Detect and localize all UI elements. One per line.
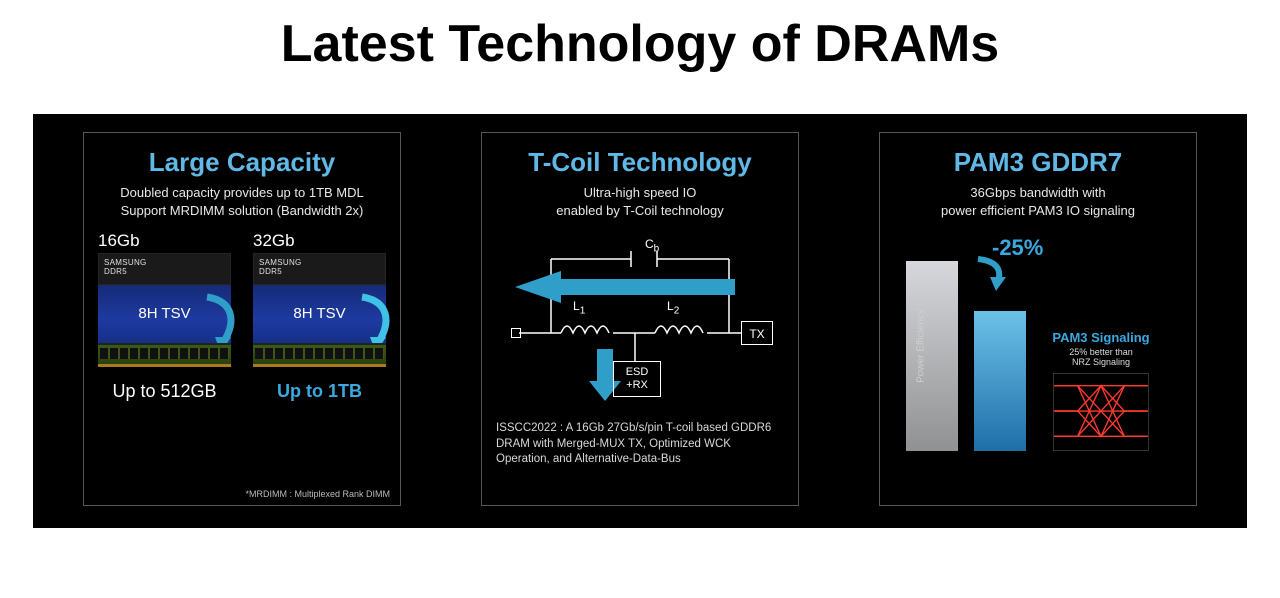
cb-sub: b — [654, 243, 660, 254]
port-square-icon — [511, 328, 521, 338]
panel2-sub: Ultra-high speed IO enabled by T-Coil te… — [482, 184, 798, 219]
panel1-sub-line1: Doubled capacity provides up to 1TB MDL — [120, 185, 364, 200]
panel3-sub-line1: 36Gbps bandwidth with — [970, 185, 1105, 200]
bar-pam3 — [974, 311, 1026, 451]
chip-type: DDR5 — [104, 267, 127, 276]
chip-brand: SAMSUNG — [104, 258, 147, 267]
eye-diagram — [1053, 373, 1149, 451]
dimm-16gb — [98, 343, 231, 367]
panel-large-capacity: Large Capacity Doubled capacity provides… — [83, 132, 401, 506]
panel1-sub: Doubled capacity provides up to 1TB MDL … — [84, 184, 400, 219]
cb-letter: C — [645, 237, 654, 251]
pam3-sub-line1: 25% better than — [1069, 347, 1133, 357]
tcoil-circuit-diagram: TX ESD +RX Cb L1 L2 — [505, 237, 775, 405]
panel1-columns: 16Gb SAMSUNG DDR5 8H TSV Up to 512GB 32G… — [84, 231, 400, 402]
panel2-sub-line1: Ultra-high speed IO — [584, 185, 697, 200]
pam3-sub-line2: NRZ Signaling — [1072, 357, 1130, 367]
panel3-title: PAM3 GDDR7 — [880, 147, 1196, 178]
slide-container: Large Capacity Doubled capacity provides… — [33, 114, 1247, 528]
panel-tcoil: T-Coil Technology Ultra-high speed IO en… — [481, 132, 799, 506]
panel3-sub: 36Gbps bandwidth with power efficient PA… — [880, 184, 1196, 219]
pam3-label: PAM3 Signaling — [1046, 330, 1156, 345]
l2-sub: 2 — [674, 305, 680, 316]
bottom-1tb: Up to 1TB — [253, 381, 386, 402]
pam3-sub: 25% better than NRZ Signaling — [1046, 347, 1156, 367]
panel1-footnote: *MRDIMM : Multiplexed Rank DIMM — [245, 489, 390, 499]
y-axis-label: Power Efficiency — [915, 309, 926, 383]
panel2-sub-line2: enabled by T-Coil technology — [556, 203, 723, 218]
l2-letter: L — [667, 299, 674, 313]
chip-16gb: SAMSUNG DDR5 — [98, 253, 231, 285]
panel1-col-32gb: 32Gb SAMSUNG DDR5 8H TSV Up to 1TB — [253, 231, 386, 402]
panel2-title: T-Coil Technology — [482, 147, 798, 178]
chip-brand: SAMSUNG — [259, 258, 302, 267]
l2-label: L2 — [667, 299, 679, 316]
esd-line1: ESD — [626, 366, 649, 378]
chip-32gb: SAMSUNG DDR5 — [253, 253, 386, 285]
panel1-col-16gb: 16Gb SAMSUNG DDR5 8H TSV Up to 512GB — [98, 231, 231, 402]
esd-rx-box: ESD +RX — [613, 361, 661, 397]
panel-pam3: PAM3 GDDR7 36Gbps bandwidth with power e… — [879, 132, 1197, 506]
cap-label-16gb: 16Gb — [98, 231, 231, 251]
cb-label: Cb — [645, 237, 659, 254]
page-title: Latest Technology of DRAMs — [0, 14, 1280, 74]
esd-line2: +RX — [626, 379, 648, 391]
dimm-32gb — [253, 343, 386, 367]
l1-letter: L — [573, 299, 580, 313]
panel3-sub-line2: power efficient PAM3 IO signaling — [941, 203, 1135, 218]
chip-type: DDR5 — [259, 267, 282, 276]
pam3-signaling-block: PAM3 Signaling 25% better than NRZ Signa… — [1046, 330, 1156, 451]
tx-box: TX — [741, 321, 773, 345]
panel3-chart: Power Efficiency -25% PAM3 Signaling 25%… — [880, 241, 1196, 451]
bar-baseline — [906, 261, 958, 451]
l1-label: L1 — [573, 299, 585, 316]
l1-sub: 1 — [580, 305, 586, 316]
panel1-title: Large Capacity — [84, 147, 400, 178]
arrow-down-icon — [972, 255, 1012, 291]
bottom-512gb: Up to 512GB — [98, 381, 231, 402]
panel1-sub-line2: Support MRDIMM solution (Bandwidth 2x) — [121, 203, 364, 218]
cap-label-32gb: 32Gb — [253, 231, 386, 251]
panel2-footnote: ISSCC2022 : A 16Gb 27Gb/s/pin T-coil bas… — [482, 421, 798, 468]
